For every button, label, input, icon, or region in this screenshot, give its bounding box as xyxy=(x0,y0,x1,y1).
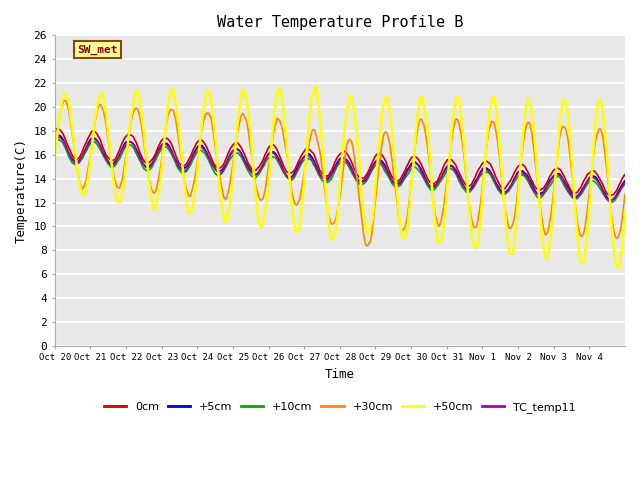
Title: Water Temperature Profile B: Water Temperature Profile B xyxy=(217,15,463,30)
Legend: 0cm, +5cm, +10cm, +30cm, +50cm, TC_temp11: 0cm, +5cm, +10cm, +30cm, +50cm, TC_temp1… xyxy=(99,398,580,418)
X-axis label: Time: Time xyxy=(325,368,355,381)
Y-axis label: Temperature(C): Temperature(C) xyxy=(15,138,28,243)
Text: SW_met: SW_met xyxy=(77,45,118,55)
